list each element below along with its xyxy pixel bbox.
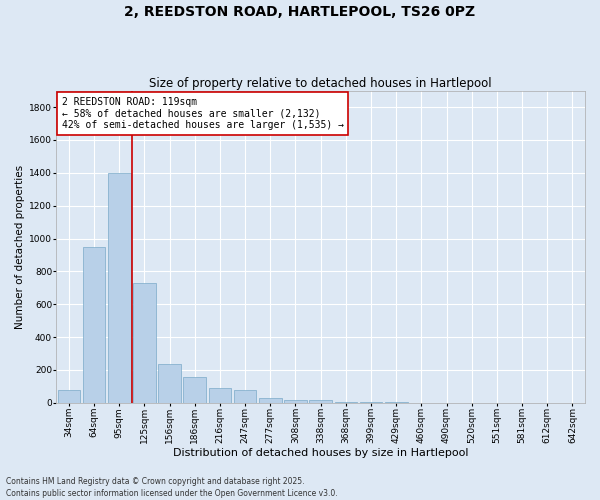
Bar <box>209 388 231 403</box>
Bar <box>234 390 256 403</box>
Bar <box>184 378 206 403</box>
Text: 2 REEDSTON ROAD: 119sqm
← 58% of detached houses are smaller (2,132)
42% of semi: 2 REEDSTON ROAD: 119sqm ← 58% of detache… <box>62 97 344 130</box>
Bar <box>133 283 156 403</box>
Bar <box>158 364 181 403</box>
Bar <box>259 398 281 403</box>
Bar <box>335 402 357 403</box>
Text: 2, REEDSTON ROAD, HARTLEPOOL, TS26 0PZ: 2, REEDSTON ROAD, HARTLEPOOL, TS26 0PZ <box>124 5 476 19</box>
Bar <box>284 400 307 403</box>
Bar <box>310 400 332 403</box>
Bar <box>83 246 106 403</box>
Text: Contains HM Land Registry data © Crown copyright and database right 2025.
Contai: Contains HM Land Registry data © Crown c… <box>6 476 338 498</box>
Y-axis label: Number of detached properties: Number of detached properties <box>15 164 25 329</box>
Title: Size of property relative to detached houses in Hartlepool: Size of property relative to detached ho… <box>149 76 492 90</box>
Bar <box>108 173 131 403</box>
X-axis label: Distribution of detached houses by size in Hartlepool: Distribution of detached houses by size … <box>173 448 469 458</box>
Bar <box>58 390 80 403</box>
